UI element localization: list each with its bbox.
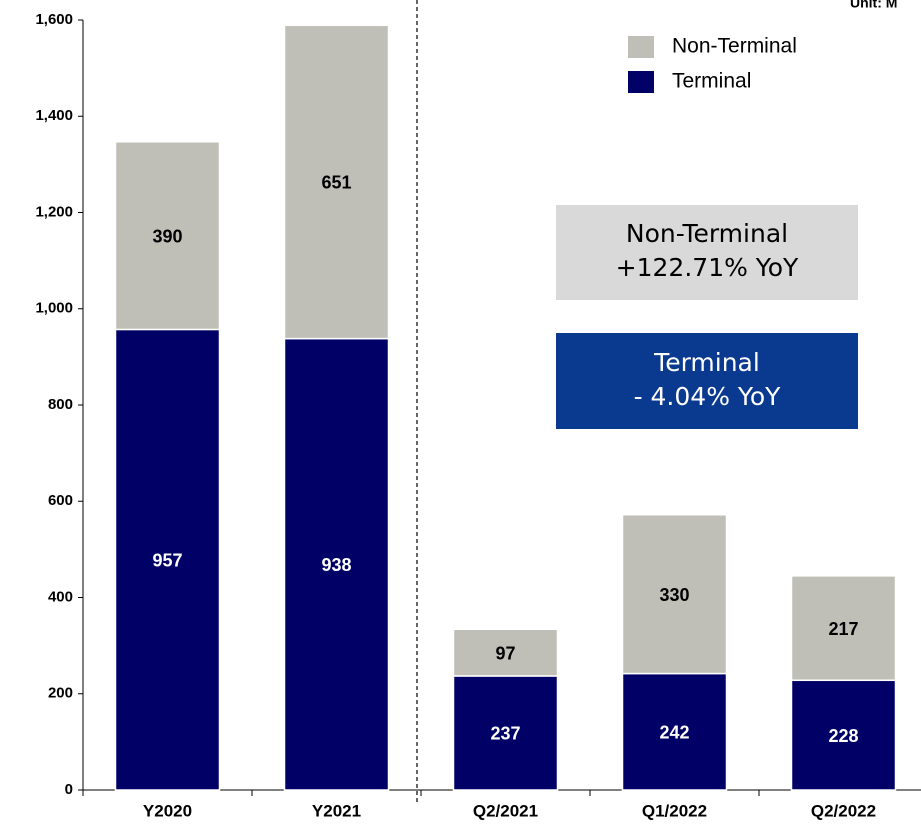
data-label: 228 — [828, 726, 858, 746]
bar-segment — [283, 337, 390, 791]
y-tick-label: 1,000 — [35, 300, 73, 317]
annotation-text: - 4.04% YoY — [634, 382, 782, 411]
y-tick-label: 600 — [48, 492, 73, 509]
data-label: 651 — [321, 173, 351, 193]
annotation-text: +122.71% YoY — [616, 253, 799, 282]
y-tick-label: 1,600 — [35, 11, 73, 28]
data-label: 938 — [321, 555, 351, 575]
legend-swatch — [628, 71, 654, 93]
legend-label: Non-Terminal — [672, 35, 797, 58]
x-tick-label: Q2/2022 — [811, 801, 876, 820]
data-label: 330 — [659, 585, 689, 605]
annotation-box — [556, 333, 858, 429]
y-tick-label: 0 — [65, 781, 73, 798]
bar-segment — [114, 328, 221, 791]
bar-segment — [452, 628, 559, 677]
y-tick-label: 1,200 — [35, 203, 73, 220]
annotation-box — [556, 205, 858, 300]
y-tick-label: 800 — [48, 396, 73, 413]
annotation-text: Terminal — [653, 348, 760, 377]
bar-segment — [283, 24, 390, 340]
unit-note: Unit: M — [850, 0, 897, 11]
legend-swatch — [628, 36, 654, 58]
data-label: 242 — [659, 723, 689, 743]
data-label: 97 — [495, 643, 515, 663]
legend-label: Terminal — [672, 70, 751, 93]
data-label: 957 — [152, 550, 182, 570]
annotation-text: Non-Terminal — [626, 219, 788, 248]
y-tick-label: 400 — [48, 588, 73, 605]
x-tick-label: Q1/2022 — [642, 801, 707, 820]
x-tick-label: Y2021 — [312, 801, 361, 820]
y-tick-label: 1,400 — [35, 107, 73, 124]
x-tick-label: Y2020 — [143, 801, 192, 820]
y-tick-label: 200 — [48, 685, 73, 702]
bar-segment — [452, 675, 559, 791]
x-tick-label: Q2/2021 — [473, 801, 538, 820]
bar-segment — [790, 679, 897, 791]
bar-segment — [621, 672, 728, 791]
bar-segment — [114, 141, 221, 331]
data-label: 217 — [828, 619, 858, 639]
data-label: 390 — [152, 226, 182, 246]
bar-segment — [790, 575, 897, 682]
bar-segment — [621, 513, 728, 675]
data-label: 237 — [490, 724, 520, 744]
